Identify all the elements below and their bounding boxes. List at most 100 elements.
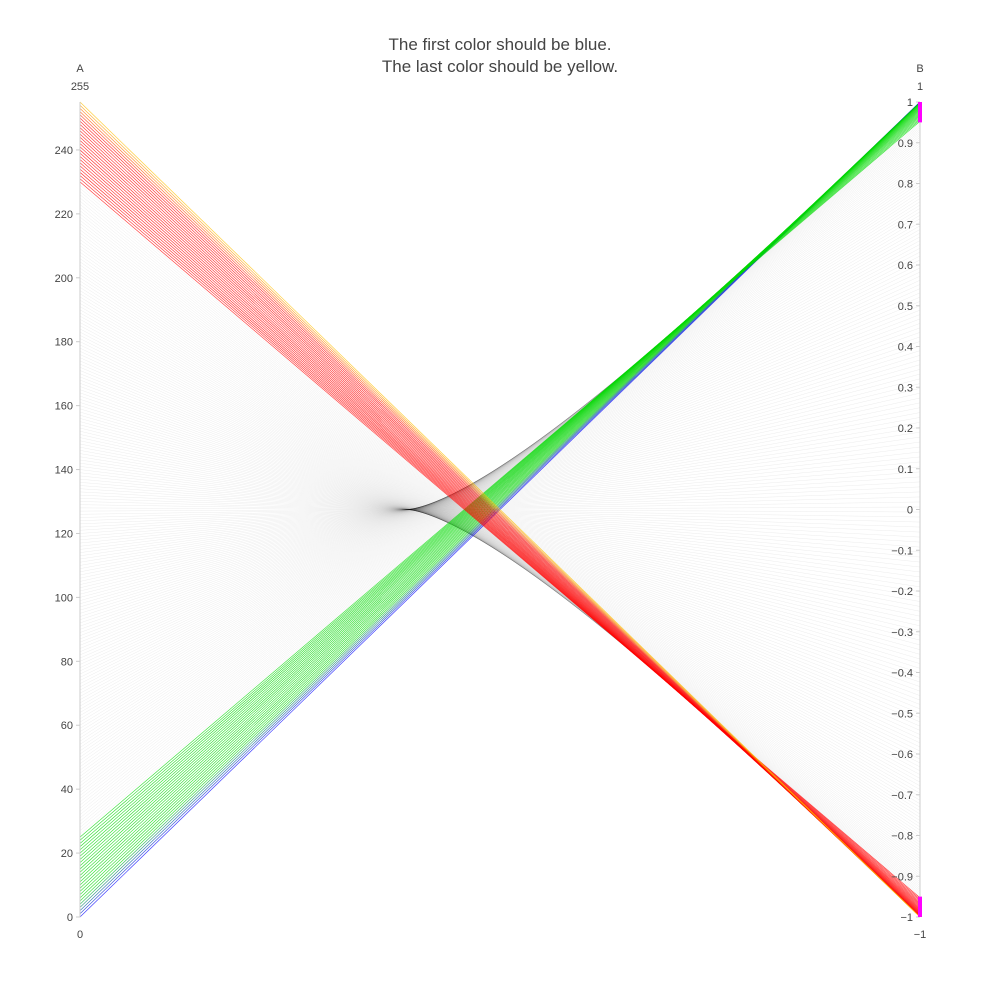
data-line-41 — [79, 152, 921, 787]
data-line-87 — [79, 314, 921, 640]
data-line-230 — [79, 181, 921, 899]
data-line-80 — [79, 284, 921, 662]
data-line-209 — [79, 248, 921, 854]
data-line-190 — [79, 309, 921, 794]
tick-label-b-18: 0.8 — [898, 179, 913, 191]
data-line-50 — [79, 176, 921, 758]
chart-title: The first color should be blue. The last… — [382, 35, 618, 76]
tick-label-b-0: −1 — [900, 912, 913, 924]
data-line-61 — [79, 211, 921, 723]
data-line-182 — [79, 335, 921, 764]
data-line-188 — [79, 315, 921, 787]
data-line-233 — [79, 172, 921, 903]
data-line-24 — [79, 119, 921, 841]
data-line-168 — [79, 379, 921, 705]
tick-label-a-11: 220 — [55, 209, 73, 221]
data-line-68 — [79, 236, 921, 700]
data-line-31 — [79, 131, 921, 819]
data-line-227 — [79, 191, 921, 894]
data-line-175 — [79, 357, 921, 735]
data-line-184 — [79, 328, 921, 772]
range-min-label-a: 0 — [77, 929, 83, 941]
data-line-199 — [79, 280, 921, 825]
data-line-206 — [79, 258, 921, 846]
tick-label-a-2: 40 — [61, 784, 73, 796]
axis-b[interactable]: B 1 −1−1 −0.9 −0.8 −0.7 −0.6 −0.5 −0.4 −0.3 −0.2 −0… — [891, 63, 926, 941]
data-line-217 — [79, 223, 921, 874]
data-line-196 — [79, 290, 921, 815]
data-line-60 — [79, 208, 921, 726]
range-max-label-a: 255 — [71, 81, 89, 93]
axis-title-a: A — [76, 63, 84, 75]
tick-label-a-12: 240 — [55, 145, 73, 157]
tick-label-b-5: −0.5 — [891, 708, 913, 720]
data-line-185 — [79, 325, 921, 775]
data-line-90 — [79, 327, 921, 630]
data-line-71 — [79, 247, 921, 691]
data-line-194 — [79, 296, 921, 808]
data-line-30 — [79, 129, 921, 822]
data-line-42 — [79, 155, 921, 783]
data-line-38 — [79, 145, 921, 796]
data-line-81 — [79, 288, 921, 659]
data-line-202 — [79, 271, 921, 834]
data-line-165 — [79, 389, 921, 692]
tick-label-a-0: 0 — [67, 912, 73, 924]
tick-label-a-3: 60 — [61, 720, 73, 732]
data-line-102 — [79, 383, 921, 592]
data-line-34 — [79, 137, 921, 809]
data-line-135 — [79, 485, 921, 548]
data-line-46 — [79, 165, 921, 771]
data-line-143 — [79, 459, 921, 588]
data-line-179 — [79, 344, 921, 752]
data-line-26 — [79, 122, 921, 835]
tick-label-b-2: −0.8 — [891, 831, 913, 843]
data-line-204 — [79, 264, 921, 840]
data-line-219 — [79, 216, 921, 878]
data-line-130 — [79, 501, 921, 523]
constraint-range-b-1[interactable] — [918, 896, 922, 917]
axis-a[interactable]: A 255 00 20 40 60 80 100 120 140 160 180 200 220 240 — [55, 63, 90, 941]
data-line-221 — [79, 210, 921, 882]
data-line-231 — [79, 178, 921, 900]
data-line-59 — [79, 204, 921, 729]
data-line-123 — [79, 486, 921, 525]
tick-label-a-4: 80 — [61, 656, 73, 668]
data-line-225 — [79, 197, 921, 890]
data-line-201 — [79, 274, 921, 831]
data-line-70 — [79, 244, 921, 694]
data-line-132 — [79, 494, 921, 533]
data-line-167 — [79, 383, 921, 701]
data-line-55 — [79, 191, 921, 742]
tick-label-a-5: 100 — [55, 592, 73, 604]
data-line-115 — [79, 446, 921, 550]
data-line-84 — [79, 301, 921, 649]
data-line-47 — [79, 168, 921, 767]
data-line-44 — [79, 160, 921, 777]
tick-label-a-10: 200 — [55, 273, 73, 285]
data-line-193 — [79, 299, 921, 805]
tick-label-b-14: 0.4 — [898, 342, 913, 354]
data-line-74 — [79, 259, 921, 681]
data-line-208 — [79, 252, 921, 851]
data-line-56 — [79, 194, 921, 739]
data-line-222 — [79, 207, 921, 884]
data-line-254 — [79, 104, 921, 918]
data-line-187 — [79, 319, 921, 783]
data-line-176 — [79, 354, 921, 739]
tick-label-b-9: −0.1 — [891, 545, 913, 557]
data-line-229 — [79, 184, 921, 897]
data-line-186 — [79, 322, 921, 779]
data-line-76 — [79, 267, 921, 675]
data-line-62 — [79, 214, 921, 720]
tick-label-b-7: −0.3 — [891, 627, 913, 639]
tick-label-b-6: −0.4 — [891, 668, 913, 680]
data-line-78 — [79, 275, 921, 668]
data-line-37 — [79, 143, 921, 799]
data-line-226 — [79, 194, 921, 892]
constraint-range-b-0[interactable] — [918, 102, 922, 123]
data-line-77 — [79, 271, 921, 672]
data-line-171 — [79, 370, 921, 718]
